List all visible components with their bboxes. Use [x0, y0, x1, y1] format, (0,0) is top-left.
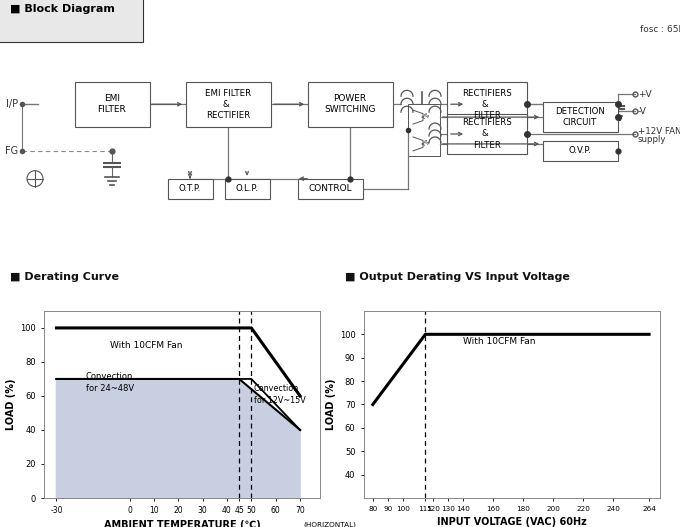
Polygon shape	[56, 379, 300, 498]
Text: Convection
for 12V~15V: Convection for 12V~15V	[254, 384, 305, 405]
Text: supply: supply	[638, 135, 666, 144]
Text: O.L.P.: O.L.P.	[236, 184, 258, 193]
Text: DETECTION
CIRCUIT: DETECTION CIRCUIT	[555, 107, 605, 127]
Bar	[307, 82, 392, 126]
Text: ■ Block Diagram: ■ Block Diagram	[10, 4, 115, 14]
Text: (HORIZONTAL): (HORIZONTAL)	[304, 522, 356, 527]
Text: EMI FILTER
& 
RECTIFIER: EMI FILTER & RECTIFIER	[205, 89, 251, 120]
X-axis label: AMBIENT TEMPERATURE (℃): AMBIENT TEMPERATURE (℃)	[103, 520, 260, 527]
X-axis label: INPUT VOLTAGE (VAC) 60Hz: INPUT VOLTAGE (VAC) 60Hz	[437, 516, 587, 526]
Text: With 10CFM Fan: With 10CFM Fan	[110, 341, 182, 350]
Text: fosc : 65KHz: fosc : 65KHz	[640, 25, 680, 34]
Bar	[167, 179, 212, 199]
Y-axis label: LOAD (%): LOAD (%)	[6, 379, 16, 430]
Text: RECTIFIERS
& 
FILTER: RECTIFIERS & FILTER	[462, 89, 512, 120]
Text: ■ Output Derating VS Input Voltage: ■ Output Derating VS Input Voltage	[345, 272, 570, 282]
Bar	[543, 141, 617, 161]
Text: RECTIFIERS
& 
FILTER: RECTIFIERS & FILTER	[462, 119, 512, 150]
Text: +V: +V	[638, 90, 651, 99]
Text: -V: -V	[638, 106, 647, 115]
Y-axis label: LOAD (%): LOAD (%)	[326, 379, 335, 430]
Text: CONTROL: CONTROL	[308, 184, 352, 193]
Bar	[408, 104, 440, 156]
Text: O.T.P.: O.T.P.	[179, 184, 201, 193]
Text: POWER
SWITCHING: POWER SWITCHING	[324, 94, 376, 114]
Text: ■ Derating Curve: ■ Derating Curve	[10, 272, 119, 282]
Bar	[447, 82, 527, 126]
Text: FG: FG	[5, 146, 18, 156]
Bar	[298, 179, 362, 199]
Text: I/P: I/P	[6, 99, 18, 109]
Bar	[75, 82, 150, 126]
Bar	[543, 102, 617, 132]
Text: EMI
FILTER: EMI FILTER	[98, 94, 126, 114]
Bar	[186, 82, 271, 126]
Text: Convection
for 24~48V: Convection for 24~48V	[86, 372, 134, 393]
Bar	[447, 114, 527, 154]
Text: With 10CFM Fan: With 10CFM Fan	[463, 337, 535, 346]
Bar	[224, 179, 269, 199]
Text: +12V FAN: +12V FAN	[638, 126, 680, 135]
Text: O.V.P.: O.V.P.	[568, 147, 592, 155]
